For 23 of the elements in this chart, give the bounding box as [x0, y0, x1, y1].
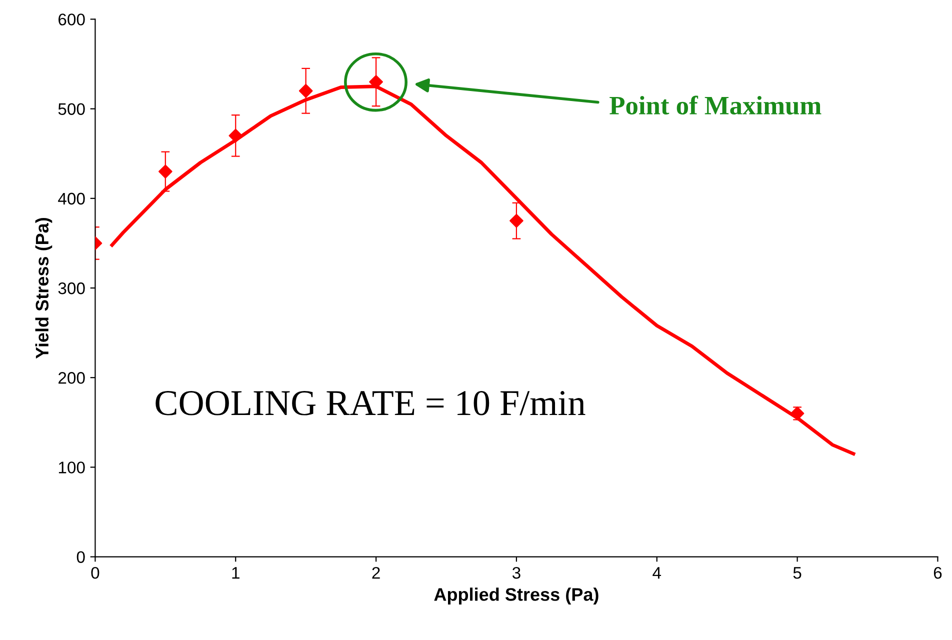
- x-tick-label: 3: [512, 566, 520, 579]
- annotation: COOLING RATE = 10 F/min: [156, 390, 586, 416]
- x-tick-label: 2: [372, 566, 380, 579]
- y-tick-label: 300: [58, 282, 85, 294]
- y-tick-label: 600: [58, 14, 85, 26]
- point: [510, 214, 524, 228]
- annotation: Point of Maximum: [610, 96, 822, 115]
- point: [790, 406, 804, 420]
- y-tick-label: 100: [58, 462, 85, 474]
- x-tick-label: 0: [91, 566, 100, 579]
- y-tick-label: 200: [58, 372, 85, 384]
- x-tick-label: 1: [232, 567, 240, 579]
- y-axis-title: Yield Stress (Pa): [35, 218, 52, 359]
- x-tick-label: 4: [652, 567, 662, 579]
- y-tick-label: 400: [58, 192, 85, 205]
- x-axis-title: Applied Stress (Pa): [434, 588, 598, 604]
- point: [228, 128, 243, 143]
- x-tick-label: 5: [793, 567, 802, 579]
- y-tick-label: 500: [58, 103, 85, 116]
- point: [298, 84, 313, 98]
- x-tick-label: 6: [934, 566, 942, 579]
- point: [158, 164, 172, 178]
- y-tick-label: 0: [76, 551, 85, 564]
